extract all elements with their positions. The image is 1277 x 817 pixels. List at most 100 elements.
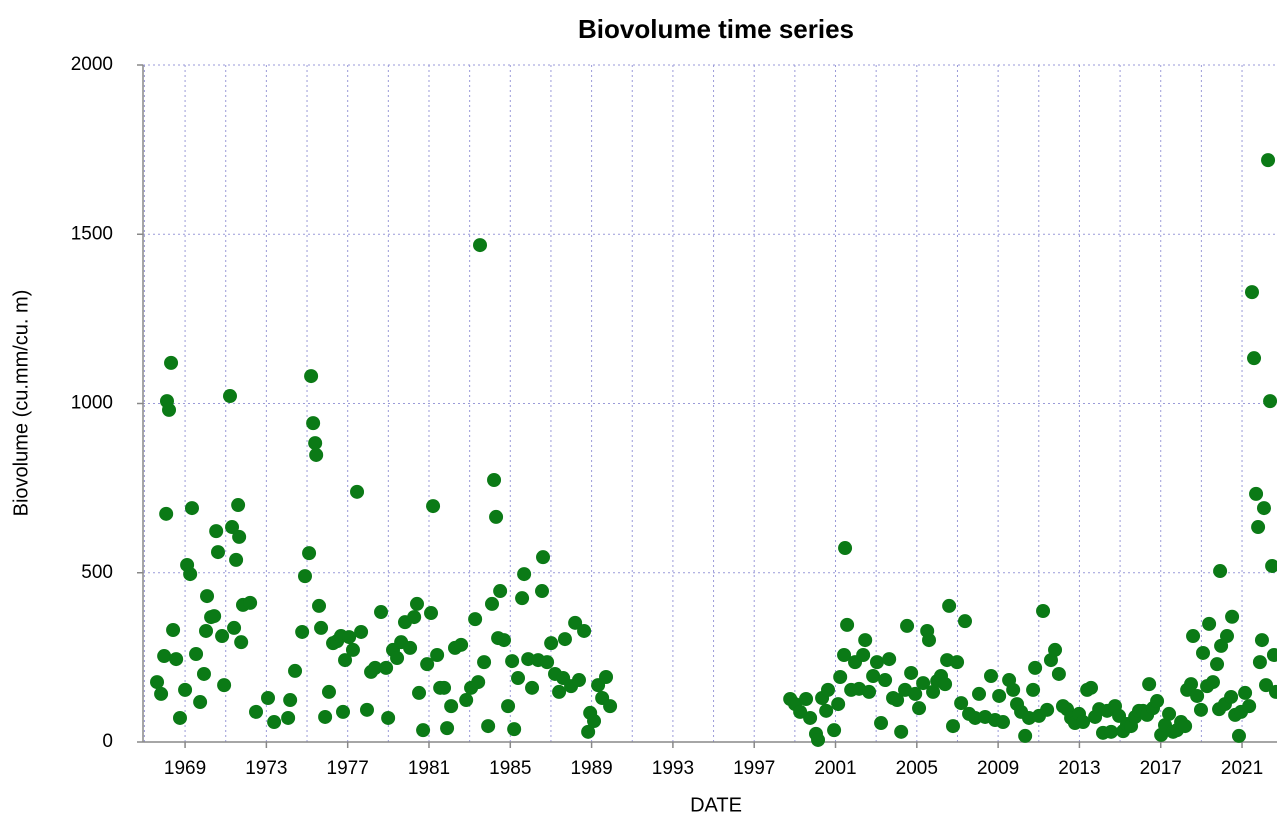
data-point: [150, 675, 165, 690]
data-point: [1231, 728, 1246, 743]
data-point: [359, 702, 374, 717]
data-point: [200, 589, 215, 604]
data-point: [234, 635, 249, 650]
data-point: [243, 595, 258, 610]
data-point: [1224, 689, 1239, 704]
data-point: [314, 620, 329, 635]
data-point: [954, 696, 969, 711]
data-point: [407, 610, 422, 625]
data-point: [222, 389, 237, 404]
data-point: [819, 703, 834, 718]
data-point: [869, 655, 884, 670]
x-tick-label: 1993: [652, 758, 694, 779]
data-point: [862, 684, 877, 699]
y-tick-label: 0: [102, 731, 113, 752]
data-point: [157, 649, 172, 664]
data-point: [459, 693, 474, 708]
data-point: [1213, 564, 1228, 579]
data-point: [894, 724, 909, 739]
data-point: [942, 598, 957, 613]
data-point: [992, 688, 1007, 703]
data-point: [471, 675, 486, 690]
data-point: [454, 637, 469, 652]
data-point: [535, 584, 550, 599]
data-point: [489, 509, 504, 524]
data-point: [345, 642, 360, 657]
data-point: [437, 680, 452, 695]
data-point: [412, 685, 427, 700]
data-point: [1026, 682, 1041, 697]
data-point: [540, 655, 555, 670]
data-point: [916, 676, 931, 691]
data-point: [536, 550, 551, 565]
data-point: [215, 629, 230, 644]
data-point: [232, 529, 247, 544]
x-tick-label: 2017: [1140, 758, 1182, 779]
data-point: [196, 666, 211, 681]
data-point: [882, 652, 897, 667]
data-point: [1150, 694, 1165, 709]
data-point: [577, 623, 592, 638]
x-tick-label: 1973: [245, 758, 287, 779]
data-point: [477, 655, 492, 670]
data-point: [517, 567, 532, 582]
data-point: [318, 709, 333, 724]
data-point: [381, 710, 396, 725]
data-point: [217, 678, 232, 693]
data-point: [1076, 715, 1091, 730]
data-point: [312, 598, 327, 613]
data-point: [426, 499, 441, 514]
data-point: [420, 657, 435, 672]
grid: [137, 64, 1277, 748]
data-point: [946, 719, 960, 734]
data-point: [803, 710, 818, 725]
data-point: [1265, 558, 1277, 573]
data-point: [1238, 685, 1253, 700]
data-point: [507, 722, 522, 737]
data-point: [1184, 677, 1199, 692]
data-point: [996, 715, 1011, 730]
data-point: [207, 609, 222, 624]
data-point: [1142, 677, 1157, 692]
x-tick-label: 1969: [164, 758, 206, 779]
data-point: [1196, 645, 1211, 660]
data-point: [811, 732, 826, 747]
data-point: [1040, 702, 1055, 717]
data-point: [1210, 657, 1225, 672]
data-point: [838, 541, 853, 556]
data-point: [912, 701, 927, 716]
data-point: [302, 546, 317, 561]
data-point: [984, 668, 999, 683]
data-point: [950, 655, 965, 670]
data-point: [1202, 616, 1217, 631]
data-point: [544, 636, 559, 651]
data-point: [603, 699, 618, 714]
data-point: [938, 677, 953, 692]
data-point: [493, 584, 508, 599]
data-point: [501, 699, 516, 714]
data-point: [525, 680, 540, 695]
data-point: [342, 630, 357, 645]
data-point: [338, 653, 353, 668]
data-point: [409, 596, 424, 611]
data-point: [164, 355, 179, 370]
data-point: [900, 618, 915, 633]
data-point: [416, 723, 431, 738]
data-point: [1249, 486, 1264, 501]
y-tick-label: 1000: [71, 393, 113, 414]
data-point: [261, 690, 276, 705]
data-point: [403, 640, 418, 655]
y-tick-label: 2000: [71, 54, 113, 75]
data-point: [568, 615, 583, 630]
data-point: [599, 670, 614, 685]
x-tick-label: 1985: [489, 758, 531, 779]
data-point: [1162, 706, 1177, 721]
data-point: [1263, 394, 1277, 409]
data-point: [972, 686, 987, 701]
data-point: [833, 670, 848, 685]
data-point: [557, 632, 572, 647]
data-point: [1247, 351, 1262, 366]
y-tick-label: 500: [81, 562, 113, 583]
